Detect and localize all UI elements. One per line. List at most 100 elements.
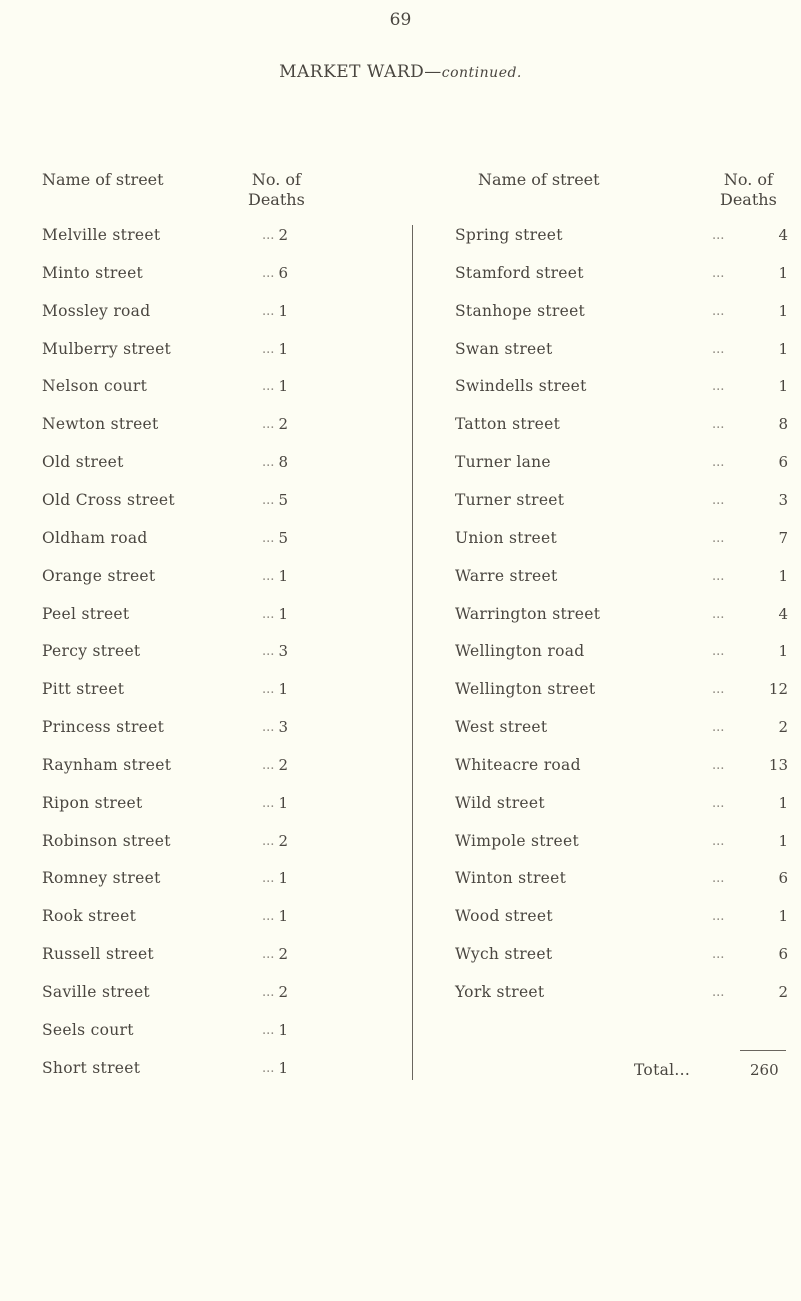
leader-dots: ... bbox=[262, 795, 275, 811]
death-count: 1 bbox=[278, 566, 288, 585]
street-name: Nelson court bbox=[42, 377, 148, 396]
death-count: 1 bbox=[778, 301, 788, 320]
street-name: Warrington street bbox=[455, 604, 601, 623]
death-count: 4 bbox=[778, 226, 788, 244]
street-name: Russell street bbox=[42, 945, 154, 964]
street-name: Wych street bbox=[455, 945, 553, 964]
street-name: Pitt street bbox=[42, 680, 125, 699]
header-line: Deaths bbox=[248, 190, 305, 209]
leader-dots: ... bbox=[712, 455, 725, 471]
header-line: No. of bbox=[723, 170, 773, 189]
leader-dots: ... bbox=[262, 530, 275, 546]
street-name: Wood street bbox=[455, 907, 553, 926]
street-name: Newton street bbox=[42, 415, 159, 434]
leader-dots: ... bbox=[262, 492, 275, 508]
death-count: 8 bbox=[778, 415, 788, 434]
death-count: 6 bbox=[278, 263, 288, 282]
leader-dots: ... bbox=[712, 871, 725, 887]
leader-dots: ... bbox=[262, 947, 275, 963]
leader-dots: ... bbox=[712, 265, 725, 281]
leader-dots: ... bbox=[262, 644, 275, 660]
leader-dots: ... bbox=[712, 985, 725, 1000]
death-count: 2 bbox=[278, 945, 288, 964]
leader-dots: ... bbox=[712, 341, 725, 357]
left-deaths-header: No. of Deaths bbox=[248, 170, 305, 210]
ward-title: MARKET WARD— bbox=[279, 62, 442, 82]
leader-dots: ... bbox=[712, 417, 725, 433]
death-count: 2 bbox=[278, 755, 288, 774]
death-count: 1 bbox=[778, 831, 788, 850]
death-count: 1 bbox=[778, 642, 788, 661]
death-count: 12 bbox=[768, 680, 788, 699]
leader-dots: ... bbox=[262, 455, 275, 471]
leader-dots: ... bbox=[712, 379, 725, 395]
leader-dots: ... bbox=[262, 341, 275, 357]
column-divider bbox=[412, 225, 413, 1080]
page-number: 69 bbox=[389, 10, 412, 30]
death-count: 1 bbox=[278, 793, 288, 812]
death-count: 1 bbox=[278, 869, 288, 888]
death-count: 2 bbox=[278, 831, 288, 850]
death-count: 1 bbox=[278, 301, 288, 320]
death-count: 1 bbox=[778, 793, 788, 812]
death-count: 5 bbox=[278, 490, 288, 509]
street-name: Peel street bbox=[42, 604, 130, 623]
street-name: Orange street bbox=[42, 566, 156, 585]
leader-dots: ... bbox=[262, 303, 275, 319]
death-count: 2 bbox=[278, 983, 288, 1001]
street-name: Melville street bbox=[42, 226, 161, 244]
street-name: Percy street bbox=[42, 642, 141, 661]
death-count: 1 bbox=[778, 263, 788, 282]
street-name: Winton street bbox=[455, 869, 567, 888]
death-count: 13 bbox=[768, 755, 788, 774]
street-name: Warre street bbox=[455, 566, 558, 585]
street-name: Saville street bbox=[42, 983, 150, 1001]
street-name: Robinson street bbox=[42, 831, 171, 850]
right-name-header: Name of street bbox=[478, 170, 600, 189]
street-name: Wellington street bbox=[455, 680, 596, 699]
leader-dots: ... bbox=[262, 833, 275, 849]
leader-dots: ... bbox=[262, 757, 275, 773]
death-count: 5 bbox=[278, 528, 288, 547]
death-count: 3 bbox=[278, 642, 288, 661]
street-name: Stanhope street bbox=[455, 301, 586, 320]
leader-dots: ... bbox=[262, 1060, 275, 1076]
death-count: 7 bbox=[778, 528, 788, 547]
death-count: 1 bbox=[778, 566, 788, 585]
leader-dots: ... bbox=[712, 568, 725, 584]
street-name: York street bbox=[455, 983, 545, 1001]
leader-dots: ... bbox=[712, 530, 725, 546]
street-name: Raynham street bbox=[42, 755, 172, 774]
street-name: Turner lane bbox=[455, 453, 551, 472]
street-name: Romney street bbox=[42, 869, 161, 888]
header-line: Deaths bbox=[720, 190, 777, 209]
street-name: Minto street bbox=[42, 263, 144, 282]
continued-label: continued. bbox=[441, 65, 522, 81]
death-count: 1 bbox=[778, 907, 788, 926]
death-count: 2 bbox=[278, 415, 288, 434]
leader-dots: ... bbox=[262, 720, 275, 736]
leader-dots: ... bbox=[712, 757, 725, 773]
street-name: Spring street bbox=[455, 226, 563, 244]
death-count: 1 bbox=[278, 1020, 288, 1039]
death-count: 3 bbox=[278, 718, 288, 737]
leader-dots: ... bbox=[262, 606, 275, 622]
street-name: Ripon street bbox=[42, 793, 143, 812]
street-name: Union street bbox=[455, 528, 558, 547]
street-name: Swindells street bbox=[455, 377, 587, 396]
death-count: 1 bbox=[278, 907, 288, 926]
street-name: Old street bbox=[42, 453, 124, 472]
death-count: 3 bbox=[778, 490, 788, 509]
leader-dots: ... bbox=[262, 417, 275, 433]
death-count: 6 bbox=[778, 453, 788, 472]
death-count: 6 bbox=[778, 869, 788, 888]
leader-dots: ... bbox=[262, 682, 275, 698]
street-name: Swan street bbox=[455, 339, 553, 358]
death-count: 1 bbox=[278, 377, 288, 396]
death-count: 2 bbox=[278, 226, 288, 244]
death-count: 1 bbox=[778, 339, 788, 358]
leader-dots: ... bbox=[712, 644, 725, 660]
leader-dots: ... bbox=[712, 228, 725, 243]
street-name: Old Cross street bbox=[42, 490, 175, 509]
leader-dots: ... bbox=[712, 720, 725, 736]
